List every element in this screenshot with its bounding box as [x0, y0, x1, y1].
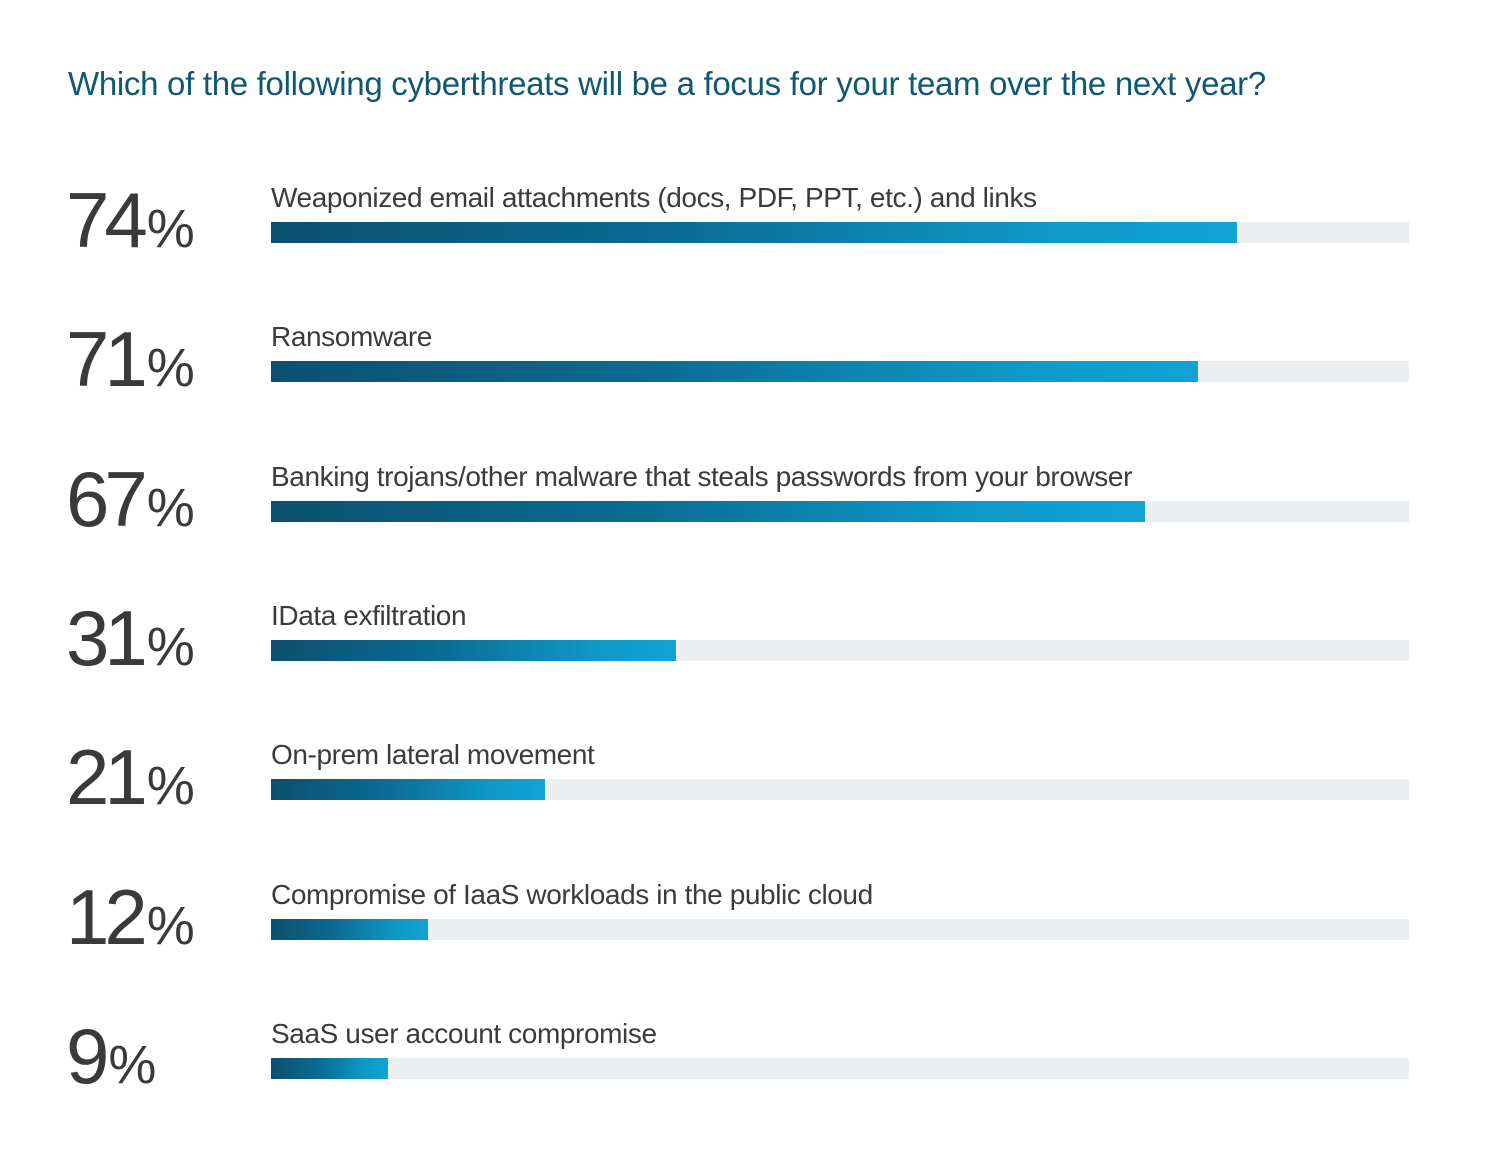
percent-sign: %: [146, 477, 195, 538]
bar-label: Banking trojans/other malware that steal…: [271, 460, 1133, 492]
bar-label: On-prem lateral movement: [271, 739, 595, 771]
bar-fill: [271, 779, 545, 801]
percentage-number: 67: [66, 454, 148, 543]
bar-label: IData exfiltration: [271, 599, 467, 631]
percentage-number: 31: [66, 593, 148, 682]
percentage-value: 21%: [66, 737, 195, 817]
percentage-number: 74: [66, 176, 148, 264]
bar-row: 71% Ransomware: [0, 319, 1505, 439]
percent-sign: %: [146, 338, 195, 399]
percentage-value: 31%: [66, 598, 195, 678]
bar-track: [271, 779, 1409, 801]
bar-track: [271, 361, 1409, 383]
percent-sign: %: [146, 616, 195, 677]
percent-sign: %: [108, 1034, 157, 1095]
chart-title: Which of the following cyberthreats will…: [68, 65, 1266, 102]
bar-track: [271, 222, 1409, 243]
bar-fill: [271, 1057, 388, 1079]
bar-row: 21% On-prem lateral movement: [0, 737, 1505, 857]
bar-row: 9% SaaS user account compromise: [0, 1016, 1505, 1136]
bar-fill: [271, 500, 1145, 522]
percentage-value: 74%: [66, 180, 195, 260]
percentage-number: 21: [66, 733, 148, 822]
bar-row: 12% Compromise of IaaS workloads in the p…: [0, 877, 1505, 997]
bar-label: Compromise of IaaS workloads in the publ…: [271, 878, 873, 910]
percent-sign: %: [146, 756, 195, 817]
bar-track: [271, 500, 1409, 522]
bar-fill: [271, 361, 1198, 383]
percentage-number: 12: [66, 872, 148, 961]
bar-track: [271, 639, 1409, 661]
percent-sign: %: [146, 895, 195, 956]
percentage-number: 71: [66, 315, 148, 404]
bar-label: Ransomware: [271, 321, 432, 353]
percent-sign: %: [146, 199, 195, 259]
bar-row: 67% Banking trojans/other malware that st…: [0, 459, 1505, 579]
bar-track: [271, 1057, 1409, 1079]
bar-fill: [271, 918, 428, 940]
percentage-value: 71%: [66, 319, 195, 399]
bar-row: 74% Weaponized email attachments (docs, P…: [0, 180, 1505, 300]
bar-label: Weaponized email attachments (docs, PDF,…: [271, 182, 1037, 213]
bar-track: [271, 918, 1409, 940]
bar-label: SaaS user account compromise: [271, 1017, 657, 1049]
percentage-value: 67%: [66, 459, 195, 539]
percentage-number: 9: [66, 1011, 109, 1100]
percentage-value: 12%: [66, 877, 195, 957]
bar-fill: [271, 222, 1237, 243]
bar-row: 31% IData exfiltration: [0, 598, 1505, 718]
bar-fill: [271, 639, 676, 661]
percentage-value: 9%: [66, 1016, 156, 1096]
